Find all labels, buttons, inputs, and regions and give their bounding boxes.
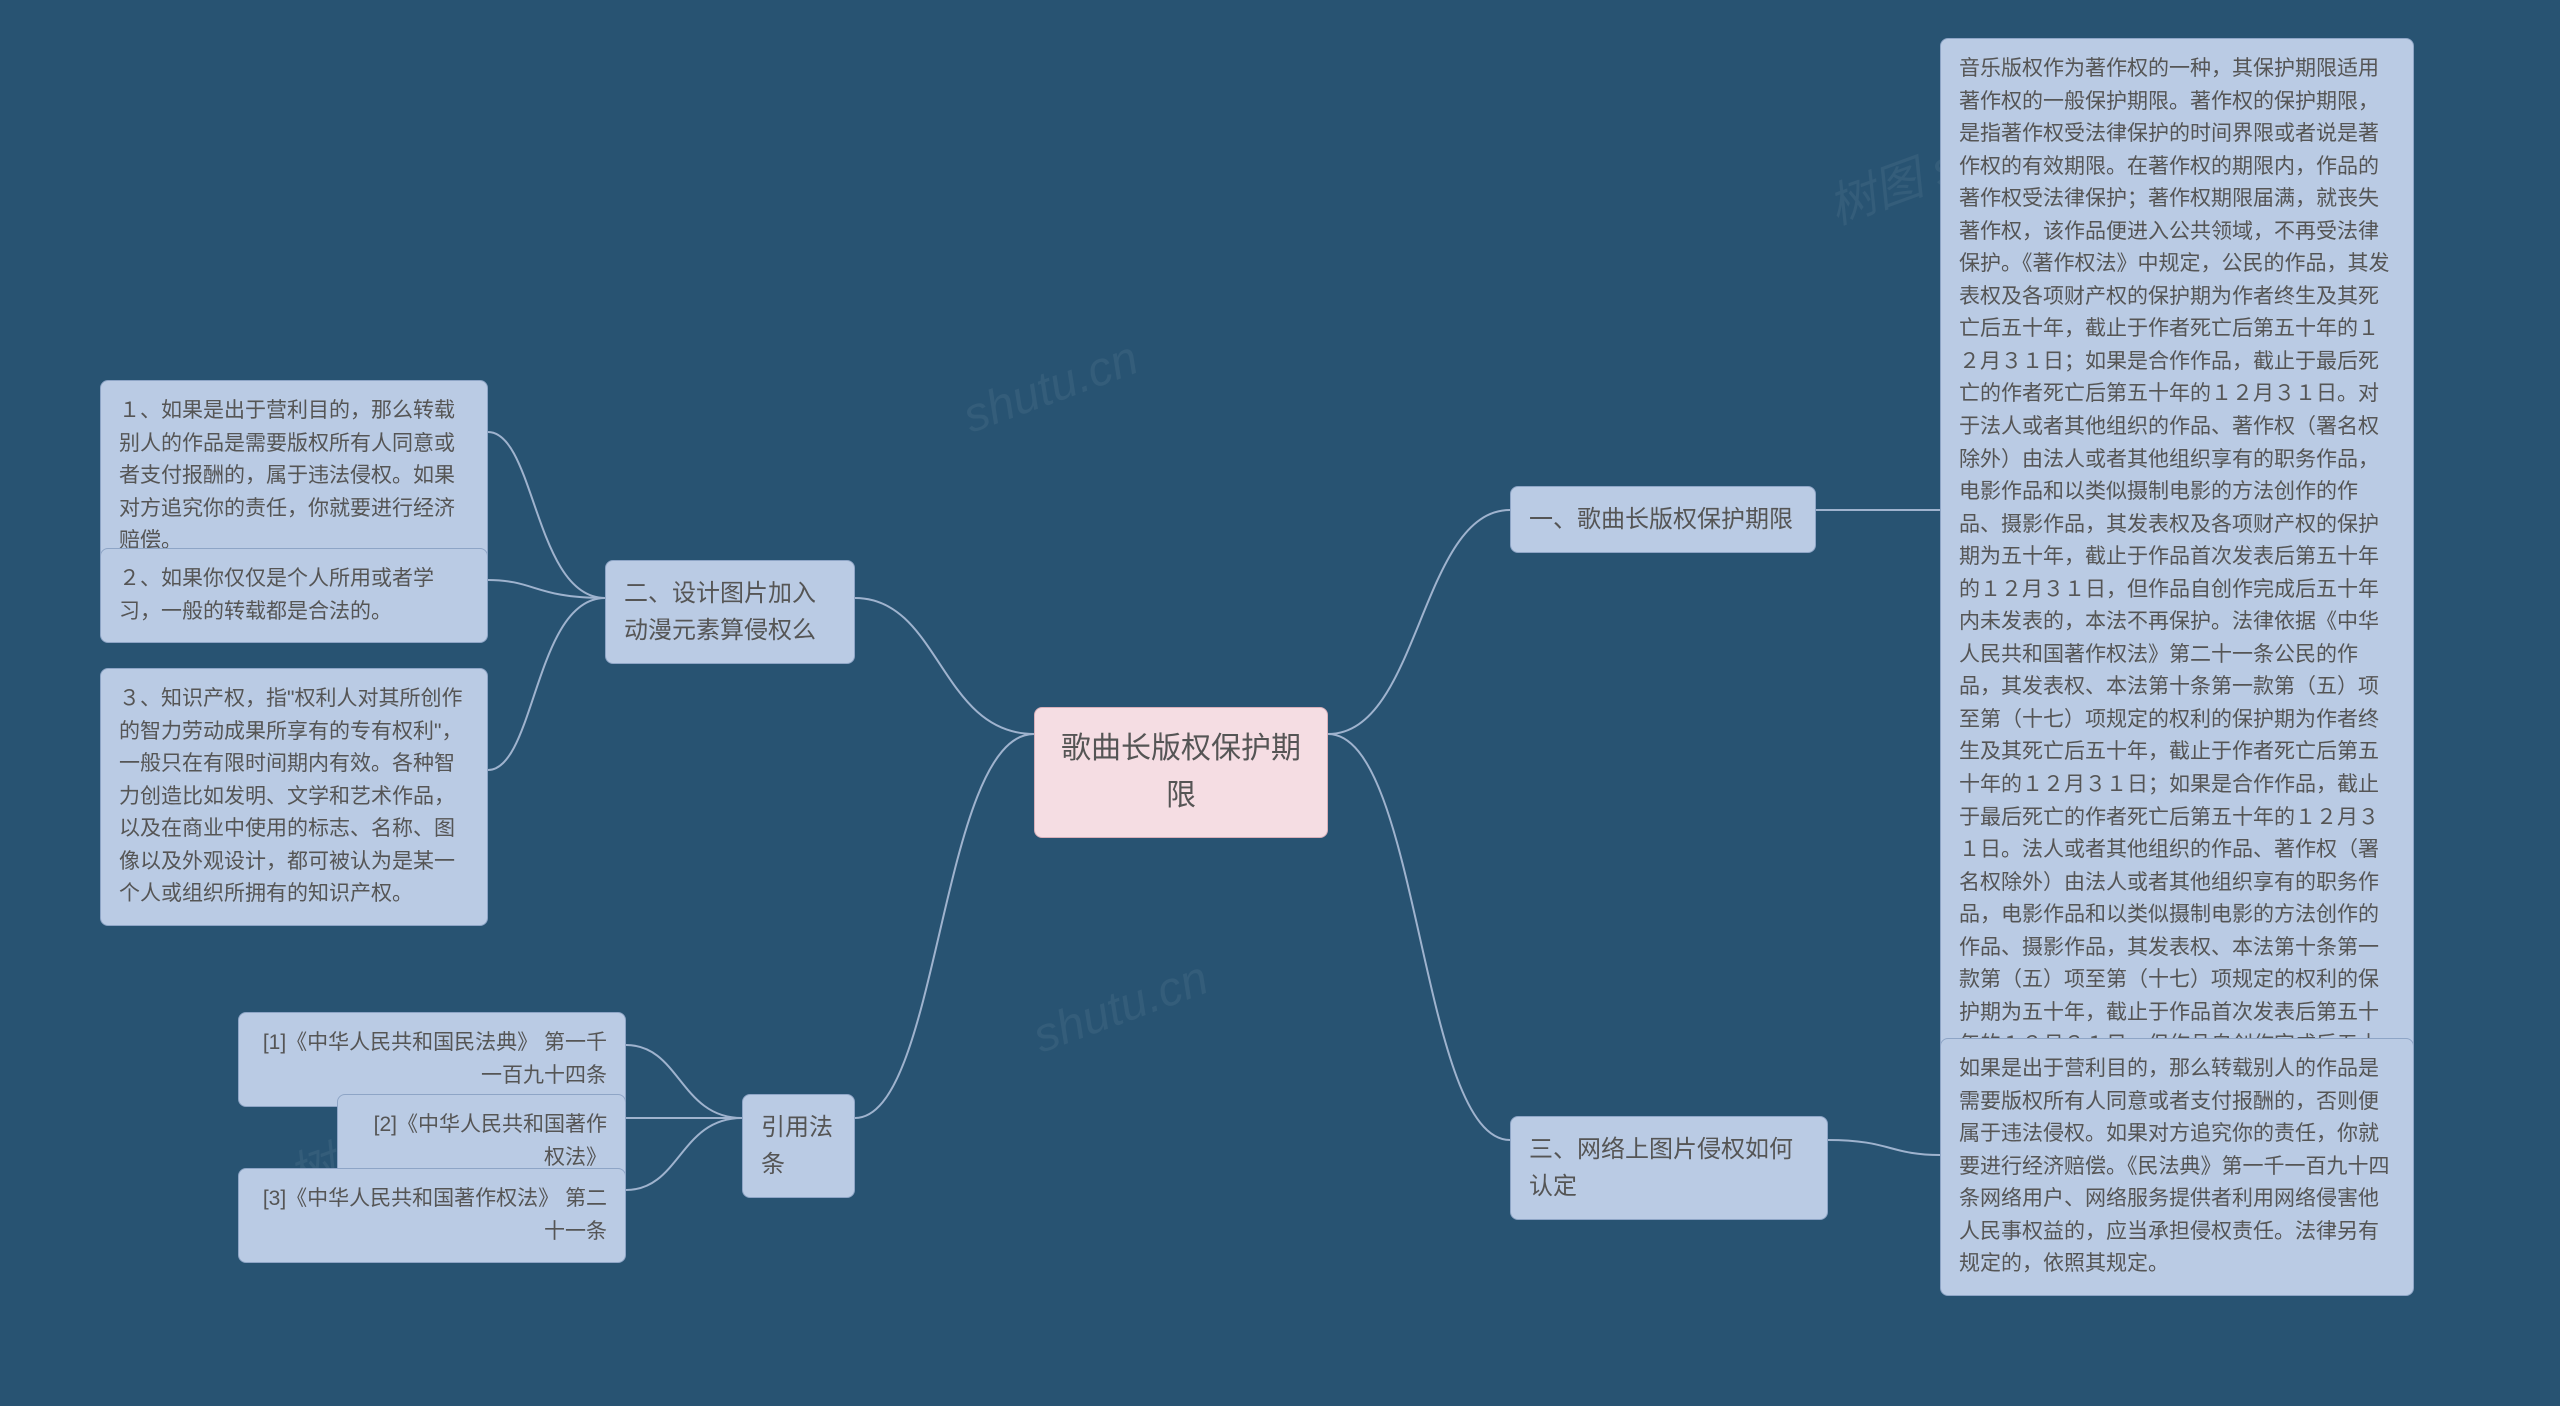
leaf-2-3: ３、知识产权，指"权利人对其所创作的智力劳动成果所享有的专有权利"，一般只在有限…: [100, 668, 488, 926]
leaf-1-1: 音乐版权作为著作权的一种，其保护期限适用著作权的一般保护期限。著作权的保护期限，…: [1940, 38, 2414, 1110]
branch-1: 一、歌曲长版权保护期限: [1510, 486, 1816, 553]
leaf-4-1: [1]《中华人民共和国民法典》 第一千一百九十四条: [238, 1012, 626, 1107]
watermark: shutu.cn: [1026, 951, 1215, 1065]
branch-3: 三、网络上图片侵权如何认定: [1510, 1116, 1828, 1220]
branch-4: 引用法条: [742, 1094, 855, 1198]
branch-2: 二、设计图片加入动漫元素算侵权么: [605, 560, 855, 664]
root-node: 歌曲长版权保护期限: [1034, 707, 1328, 838]
leaf-2-1: １、如果是出于营利目的，那么转载别人的作品是需要版权所有人同意或者支付报酬的，属…: [100, 380, 488, 573]
leaf-2-2: ２、如果你仅仅是个人所用或者学习，一般的转载都是合法的。: [100, 548, 488, 643]
watermark: shutu.cn: [956, 331, 1145, 445]
leaf-4-3: [3]《中华人民共和国著作权法》 第二十一条: [238, 1168, 626, 1263]
leaf-3-1: 如果是出于营利目的，那么转载别人的作品是需要版权所有人同意或者支付报酬的，否则便…: [1940, 1038, 2414, 1296]
